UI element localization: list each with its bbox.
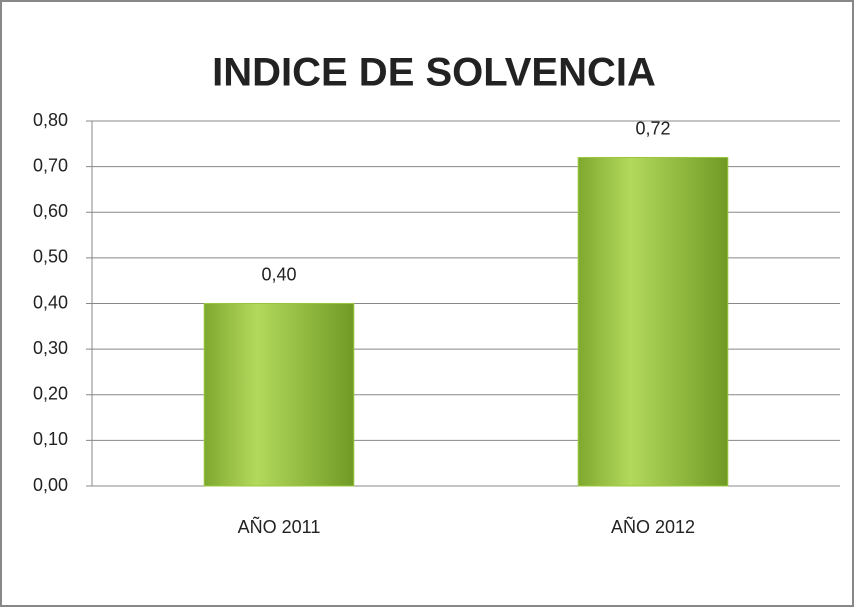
value-label: 0,40 [261,264,296,284]
y-tick-label: 0,80 [33,110,68,130]
y-tick-label: 0,40 [33,292,68,312]
y-tick-label: 0,60 [33,201,68,221]
x-tick-label: AÑO 2012 [611,516,695,537]
x-tick-label: AÑO 2011 [238,516,321,537]
chart-title: INDICE DE SOLVENCIA [212,51,656,95]
y-tick-label: 0,00 [33,475,68,495]
y-tick-label: 0,30 [33,338,68,358]
y-tick-label: 0,70 [33,155,68,175]
bar [203,303,355,487]
value-label: 0,72 [635,118,670,138]
y-tick-label: 0,50 [33,247,68,267]
y-tick-label: 0,20 [33,384,68,404]
y-tick-label: 0,10 [33,429,68,449]
bar [577,157,729,487]
